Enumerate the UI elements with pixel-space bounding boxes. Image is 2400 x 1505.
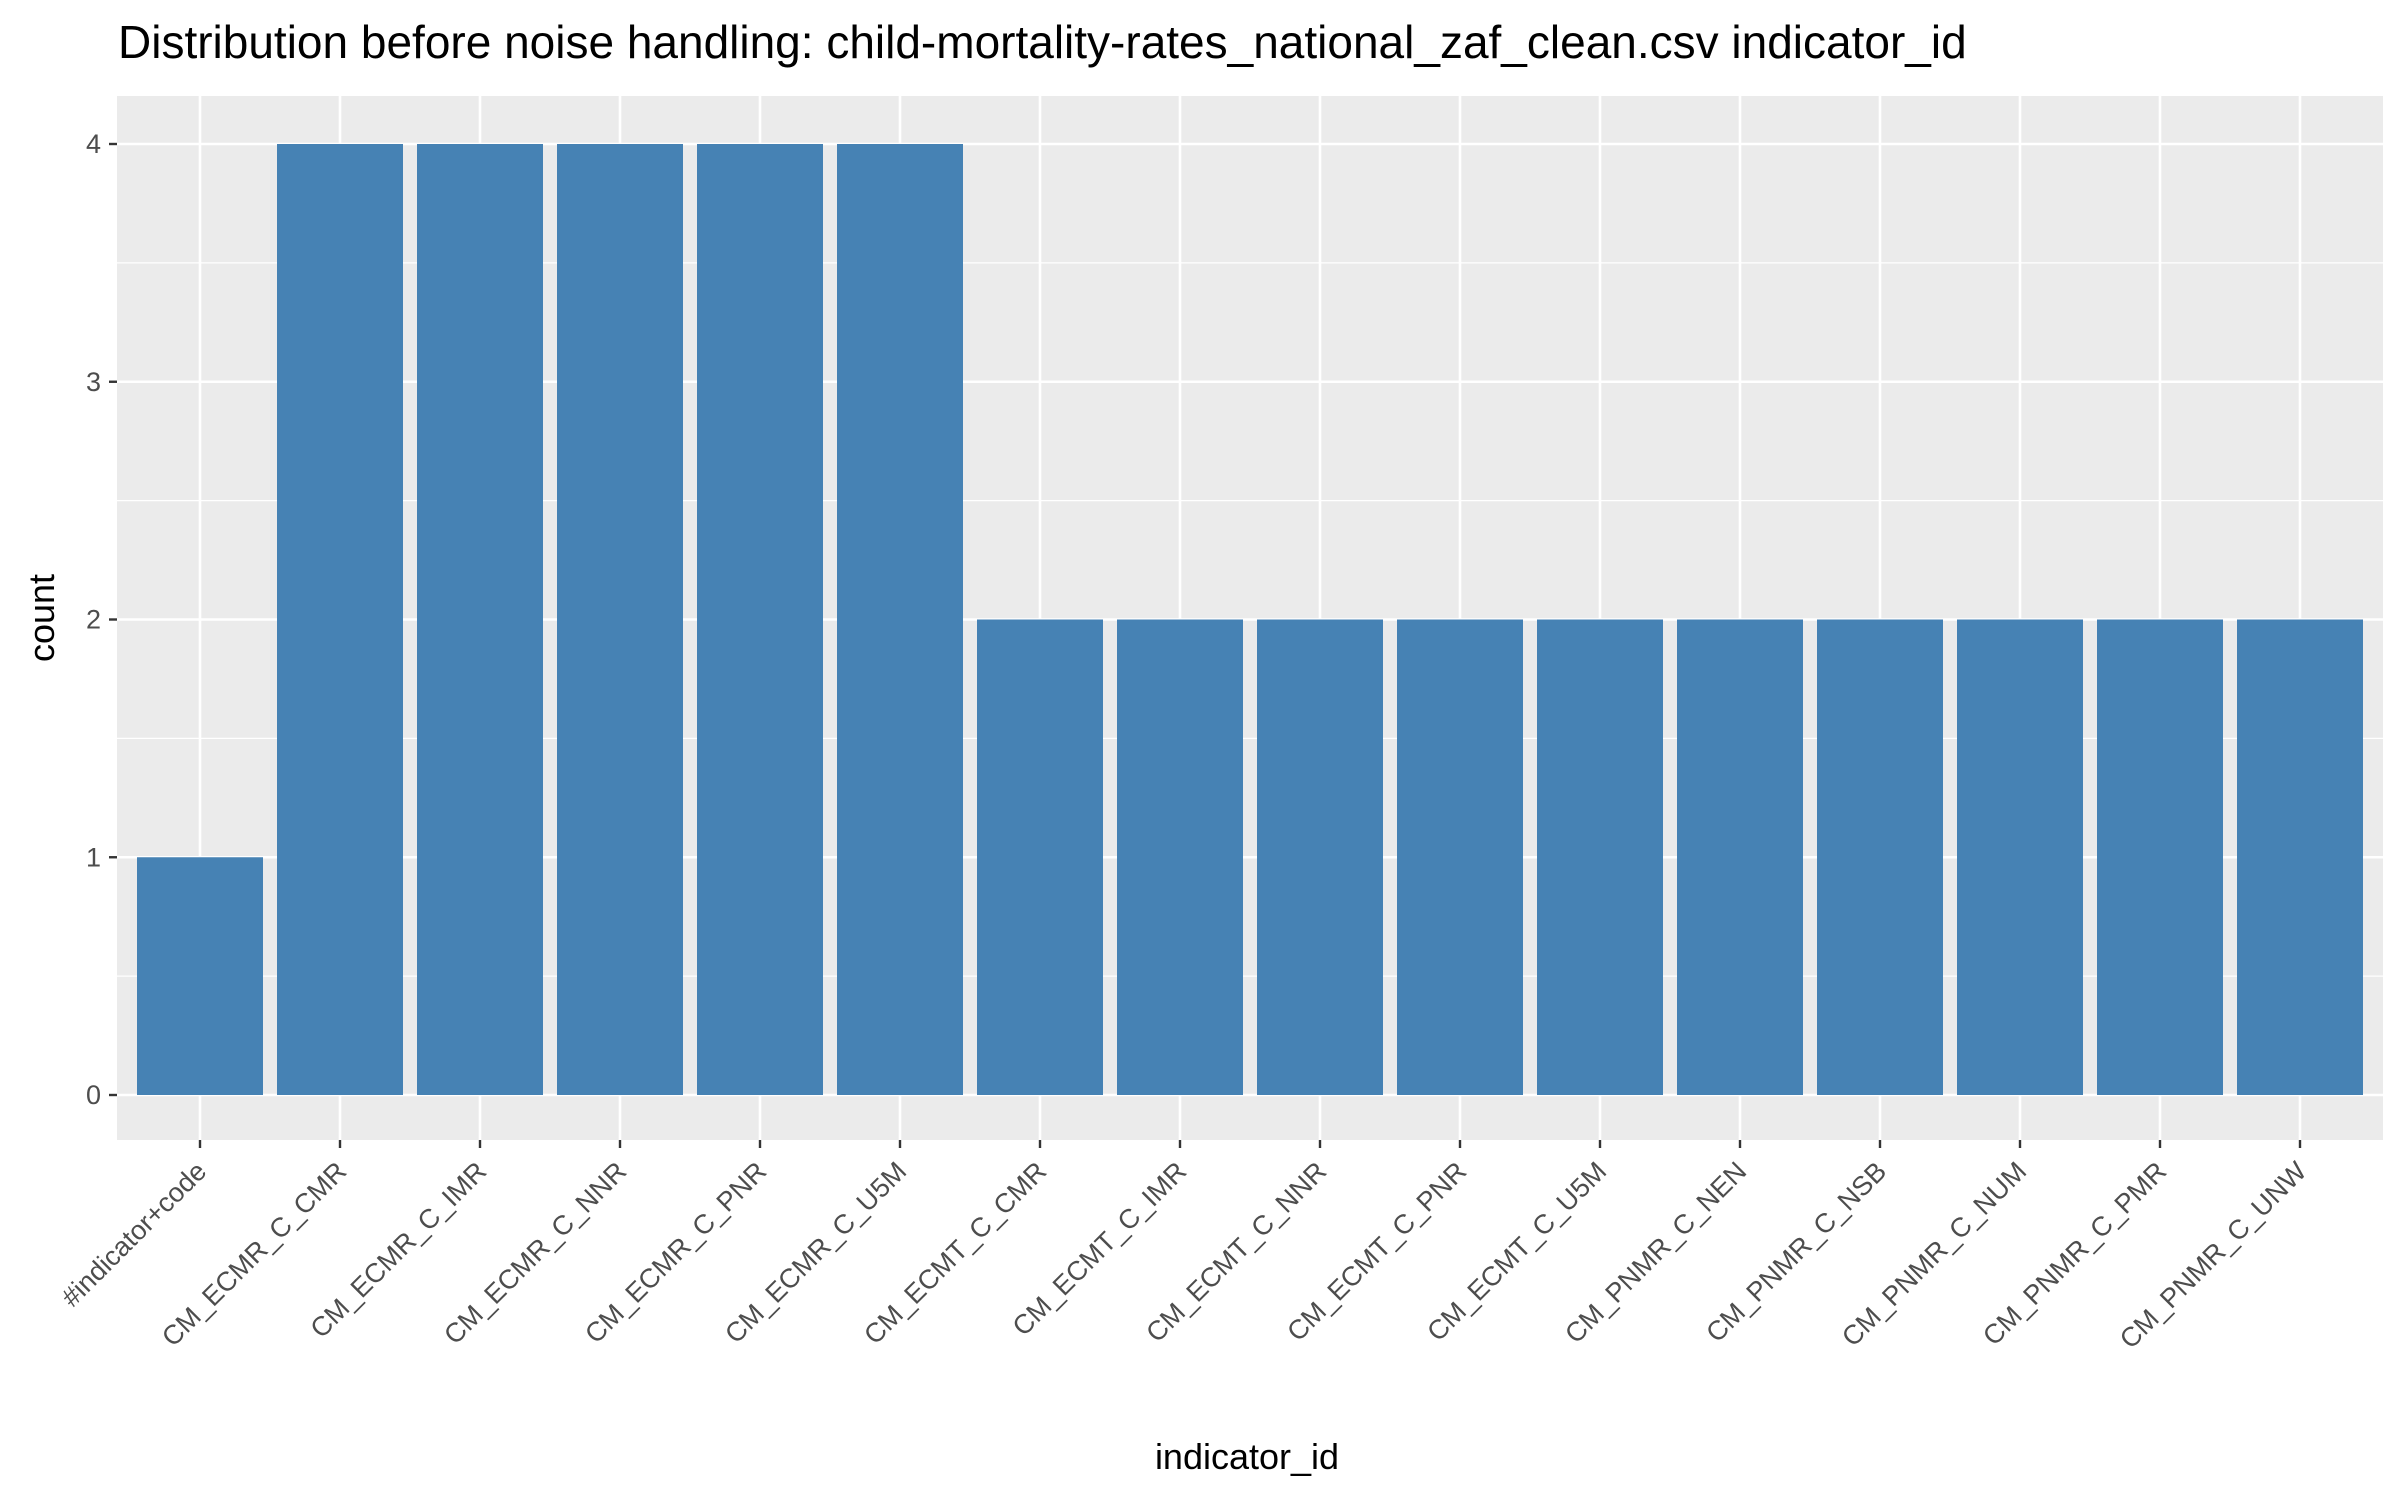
bar — [1817, 619, 1943, 1095]
bar — [2237, 619, 2363, 1095]
x-axis-title: indicator_id — [1155, 1436, 1339, 1477]
bar — [2097, 619, 2223, 1095]
bars — [137, 144, 2363, 1095]
bar — [1117, 619, 1243, 1095]
bar — [1957, 619, 2083, 1095]
x-tick-label: #indicator+code — [56, 1156, 213, 1313]
bar — [417, 144, 543, 1095]
bar — [557, 144, 683, 1095]
y-axis-title: count — [21, 574, 62, 662]
y-tick-label: 0 — [86, 1080, 101, 1110]
y-tick-label: 2 — [86, 605, 101, 635]
bar — [1257, 619, 1383, 1095]
bar — [837, 144, 963, 1095]
y-tick-label: 4 — [86, 129, 101, 159]
bar — [137, 857, 263, 1095]
bar — [1537, 619, 1663, 1095]
chart-title: Distribution before noise handling: chil… — [118, 16, 1967, 68]
y-tick-label: 3 — [86, 367, 101, 397]
bar — [1677, 619, 1803, 1095]
y-tick-label: 1 — [86, 842, 101, 872]
bar — [977, 619, 1103, 1095]
bar — [1397, 619, 1523, 1095]
bar — [277, 144, 403, 1095]
bar — [697, 144, 823, 1095]
